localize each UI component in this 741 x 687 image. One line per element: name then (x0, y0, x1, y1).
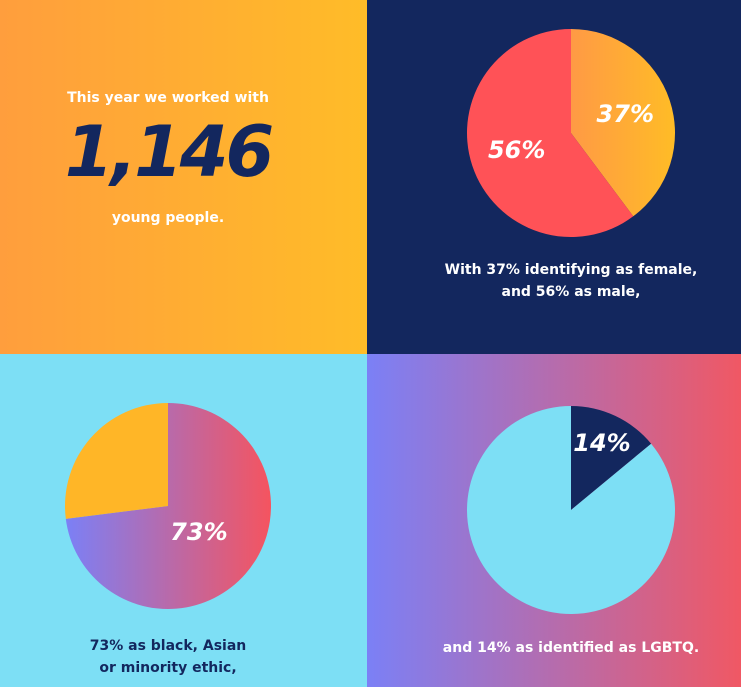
panel-bg (0, 0, 367, 354)
slice-label: 14% (573, 429, 630, 457)
pie-slice (466, 29, 634, 237)
slice-label: 37% (597, 100, 654, 128)
caption: and 14% as identified as LGBTQ. (443, 640, 699, 656)
intro-count: 1,146 (65, 111, 273, 193)
pie-slice (65, 403, 271, 610)
slice-label: 73% (170, 518, 227, 546)
caption: and 56% as male, (502, 284, 641, 300)
pie-slice (571, 29, 675, 217)
pie-slice (571, 406, 652, 510)
intro-tail: young people. (112, 210, 224, 226)
caption: With 37% identifying as female, (445, 262, 698, 278)
intro-lead: This year we worked with (67, 90, 269, 106)
pie-slice (65, 403, 168, 519)
slice-label: 56% (488, 136, 545, 164)
pie-slice (467, 406, 675, 615)
caption: or minority ethic, (99, 660, 236, 676)
caption: 73% as black, Asian (90, 638, 247, 654)
